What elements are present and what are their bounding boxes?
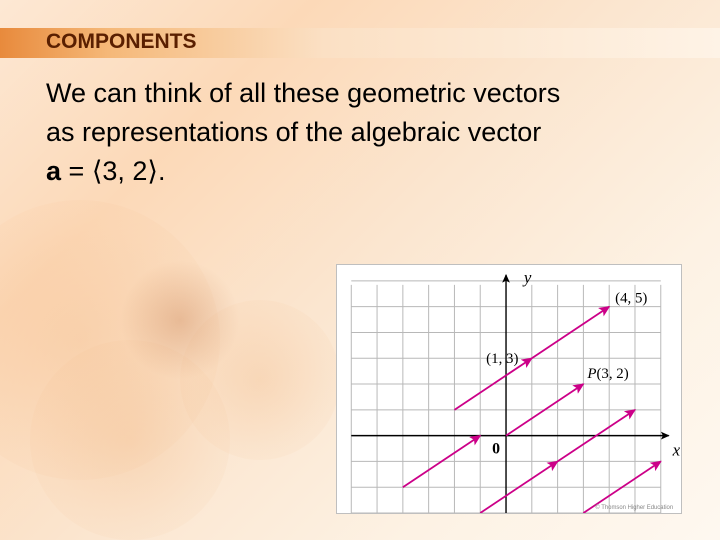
body-line-1: We can think of all these geometric vect… [46, 78, 560, 108]
body-line-2: as representations of the algebraic vect… [46, 117, 541, 147]
angle-open: ⟨ [92, 156, 103, 186]
header-title: COMPONENTS [46, 30, 197, 54]
period: . [158, 156, 166, 186]
svg-text:0: 0 [492, 440, 500, 457]
vector-figure: y x 0 (4, 5) (1, 3) P(3, 2) © Thomson Higher E… [336, 264, 682, 514]
coordinate-grid-svg: y x 0 (4, 5) (1, 3) P(3, 2) © Thomson Higher E… [337, 265, 681, 513]
vector-name: a [46, 156, 61, 186]
vector-values: 3, 2 [102, 156, 147, 186]
svg-text:(4, 5): (4, 5) [615, 291, 647, 307]
slide-body: We can think of all these geometric vect… [46, 74, 680, 191]
svg-text:x: x [672, 440, 681, 459]
equals: = [61, 156, 92, 186]
angle-close: ⟩ [147, 156, 158, 186]
svg-text:© Thomson Higher Education: © Thomson Higher Education [595, 504, 673, 511]
svg-text:P(3, 2): P(3, 2) [586, 366, 628, 382]
svg-text:y: y [522, 268, 532, 287]
svg-text:(1, 3): (1, 3) [486, 351, 518, 367]
